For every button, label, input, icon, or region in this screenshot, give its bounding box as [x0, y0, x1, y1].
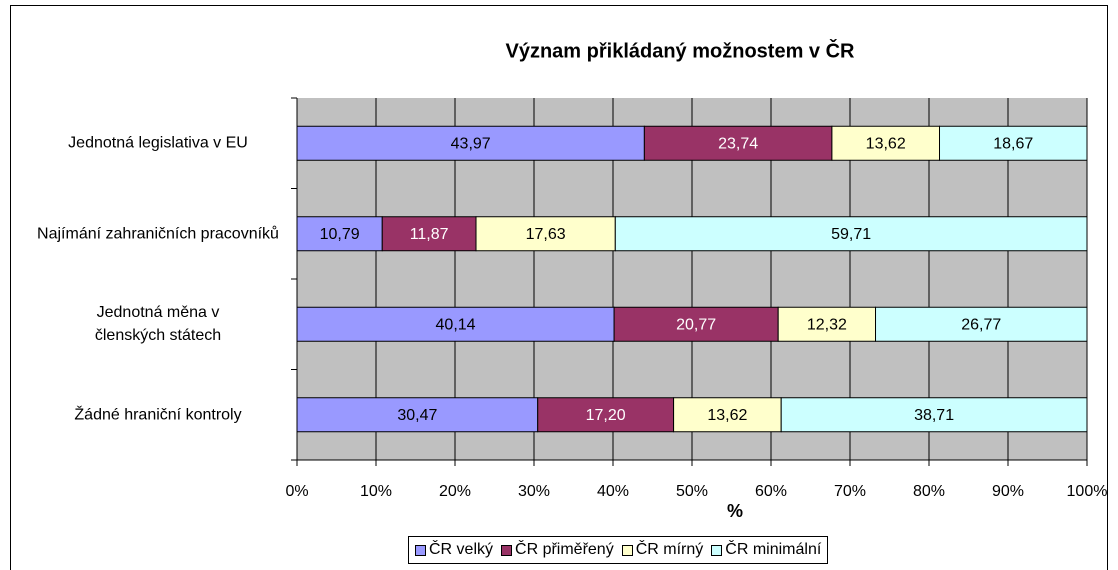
legend-label: ČR minimální [725, 541, 822, 558]
bar-segment [296, 397, 539, 433]
x-tick-label: 20% [439, 483, 471, 500]
x-axis-title: % [727, 501, 743, 521]
x-tick-label: 50% [676, 483, 708, 500]
bar-segment [777, 306, 877, 342]
x-tick-label: 90% [992, 483, 1024, 500]
data-label: 13,62 [866, 135, 906, 152]
bar-segment [673, 397, 782, 433]
bar-segment [643, 125, 833, 161]
data-label: 26,77 [961, 316, 1001, 333]
data-label: 59,71 [831, 226, 871, 243]
legend-swatch [415, 544, 426, 556]
category-label: Najímání zahraničních pracovníků [37, 225, 279, 243]
data-label: 38,71 [914, 407, 954, 424]
data-label: 40,14 [436, 316, 476, 333]
bar-segment [614, 216, 1088, 252]
legend: ČR velký ČR přiměřený ČR mírný ČR minimální [408, 536, 829, 564]
bar-segment [780, 397, 1088, 433]
data-label: 12,32 [807, 316, 847, 333]
legend-swatch [621, 544, 633, 556]
chart-title: Význam přikládaný možnostem v ČR [506, 38, 856, 62]
data-label: 13,62 [707, 407, 747, 424]
legend-label: ČR přiměřený [515, 541, 614, 558]
legend-item: ČR přiměřený [501, 541, 614, 559]
bar-segment [296, 306, 615, 342]
bar-segment [381, 216, 477, 252]
legend-label: ČR mírný [635, 541, 704, 558]
data-label: 30,47 [397, 407, 437, 424]
x-tick-label: 60% [755, 483, 787, 500]
legend-item: ČR minimální [711, 541, 821, 559]
bar-segment [613, 306, 779, 342]
bar-segment [537, 397, 675, 433]
bar-segment [296, 125, 645, 161]
x-tick-label: 40% [597, 483, 629, 500]
bar-segment [475, 216, 616, 252]
bar-segment [939, 125, 1088, 161]
category-label: Jednotná legislativa v EU [68, 134, 248, 152]
bar-segment [875, 306, 1088, 342]
legend-swatch [501, 544, 513, 556]
x-tick-label: 100% [1067, 483, 1108, 500]
data-label: 23,74 [718, 135, 758, 152]
bar-segment [296, 216, 383, 252]
data-label: 18,67 [993, 135, 1033, 152]
x-tick-label: 70% [834, 483, 866, 500]
x-tick-label: 10% [360, 483, 392, 500]
data-label: 43,97 [451, 135, 491, 152]
category-label: Jednotná měna v členských státech [94, 304, 222, 345]
bar-segment [831, 125, 941, 161]
data-label: 11,87 [410, 226, 449, 243]
legend-swatch [711, 544, 723, 556]
legend-label: ČR velký [429, 541, 494, 558]
x-tick-label: 80% [913, 483, 945, 500]
legend-item: ČR velký [415, 541, 493, 559]
data-label: 20,77 [676, 316, 716, 333]
x-tick-label: 30% [518, 483, 550, 500]
data-label: 10,79 [320, 226, 360, 243]
data-label: 17,20 [586, 407, 626, 424]
x-tick-label: 0% [285, 483, 308, 500]
data-label: 17,63 [526, 226, 566, 243]
category-label: Žádné hraniční kontroly [74, 406, 242, 424]
legend-item: ČR mírný [621, 541, 704, 559]
